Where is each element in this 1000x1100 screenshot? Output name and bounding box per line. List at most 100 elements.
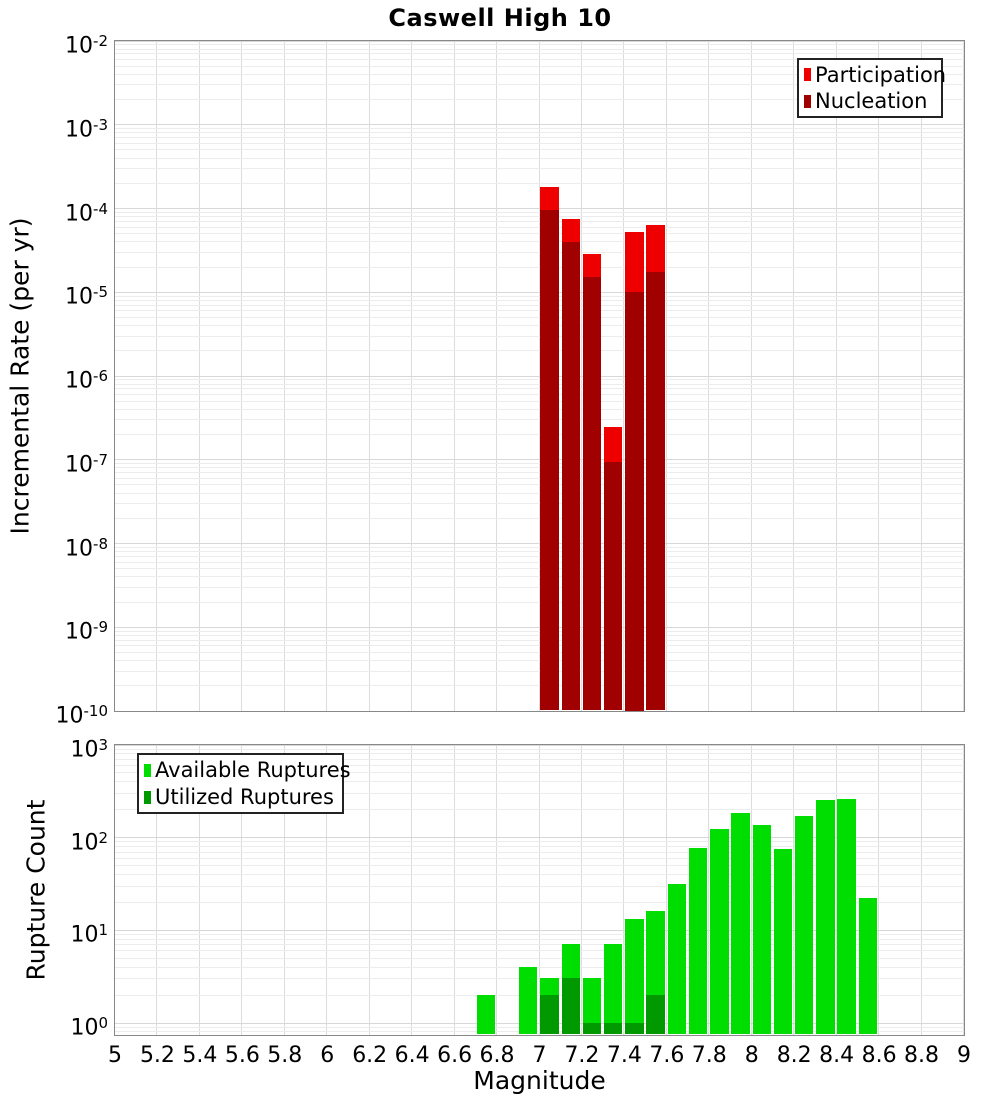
participation-swatch-icon bbox=[804, 68, 811, 82]
x-tick-label: 7.4 bbox=[606, 1043, 642, 1068]
gridline-vertical bbox=[411, 744, 413, 1035]
gridline-vertical bbox=[920, 744, 922, 1035]
gridline-minor bbox=[114, 434, 964, 436]
y-tick-base: 10 bbox=[65, 535, 94, 561]
x-tick-label: 8.4 bbox=[819, 1043, 855, 1068]
x-tick-label: 6.8 bbox=[479, 1043, 515, 1068]
gridline-minor bbox=[114, 966, 964, 968]
gridline-minor bbox=[114, 748, 964, 750]
y-tick-exponent: -3 bbox=[93, 115, 108, 134]
gridline-minor bbox=[114, 408, 964, 410]
gridline-minor bbox=[114, 950, 964, 952]
gridline-minor bbox=[114, 419, 964, 421]
gridline-minor bbox=[114, 216, 964, 218]
gridline-major bbox=[114, 929, 964, 931]
gridline-minor bbox=[114, 132, 964, 134]
bar-available-ruptures-m8.3 bbox=[816, 800, 835, 1035]
gridline-minor bbox=[114, 388, 964, 390]
gridline-minor bbox=[114, 753, 964, 755]
gridline-vertical bbox=[580, 744, 582, 1035]
x-tick-label: 8.2 bbox=[776, 1043, 812, 1068]
y-tick-label: 10-2 bbox=[65, 27, 108, 58]
gridline-minor bbox=[114, 645, 964, 647]
gridline-minor bbox=[114, 874, 964, 876]
x-tick-label: 7 bbox=[532, 1043, 547, 1068]
gridline-minor bbox=[114, 885, 964, 887]
x-tick-label: 6.6 bbox=[437, 1043, 473, 1068]
incremental-rate-plot-area bbox=[114, 40, 964, 711]
gridline-minor bbox=[114, 846, 964, 848]
gridline-minor bbox=[114, 517, 964, 519]
x-tick-label: 8.8 bbox=[904, 1043, 940, 1068]
gridline-minor bbox=[114, 304, 964, 306]
gridline-minor bbox=[114, 546, 964, 548]
bar-available-ruptures-m7.6 bbox=[667, 884, 687, 1035]
gridline-minor bbox=[114, 233, 964, 235]
gridline-minor bbox=[114, 660, 964, 662]
gridline-minor bbox=[114, 467, 964, 469]
x-tick-label: 7.6 bbox=[649, 1043, 685, 1068]
gridline-vertical bbox=[623, 744, 625, 1035]
gridline-minor bbox=[114, 586, 964, 588]
gridline-minor bbox=[114, 316, 964, 318]
gridline-vertical bbox=[326, 744, 328, 1035]
gridline-vertical bbox=[241, 744, 243, 1035]
gridline-minor bbox=[114, 266, 964, 268]
y-tick-exponent: -10 bbox=[83, 702, 109, 720]
gridline-minor bbox=[114, 938, 964, 940]
gridline-minor bbox=[114, 1031, 964, 1033]
x-tick-label: 6.2 bbox=[352, 1043, 388, 1068]
gridline-vertical bbox=[283, 744, 285, 1035]
gridline-major bbox=[114, 291, 964, 293]
gridline-minor bbox=[114, 994, 964, 996]
available-ruptures-swatch-icon bbox=[144, 763, 151, 777]
y-tick-base: 10 bbox=[65, 452, 94, 478]
bar-available-ruptures-m7.4 bbox=[625, 919, 644, 1035]
bar-nucleation-m7.1 bbox=[561, 242, 580, 711]
bar-available-ruptures-m8.5 bbox=[858, 898, 878, 1035]
legend-label: Participation bbox=[815, 62, 947, 87]
y-tick-label: 10-6 bbox=[65, 362, 108, 393]
bar-available-ruptures-m7.3 bbox=[603, 944, 623, 1035]
gridline-vertical bbox=[665, 744, 667, 1035]
gridline-minor bbox=[114, 934, 964, 936]
gridline-minor bbox=[114, 634, 964, 636]
gridline-minor bbox=[114, 901, 964, 903]
legend-bottom-panel: Available Ruptures Utilized Ruptures bbox=[137, 753, 351, 814]
legend-item-available-ruptures: Available Ruptures bbox=[144, 758, 351, 782]
gridline-minor bbox=[114, 555, 964, 557]
bar-available-ruptures-m6.7 bbox=[476, 994, 496, 1035]
gridline-minor bbox=[114, 463, 964, 465]
gridline-minor bbox=[114, 685, 964, 687]
gridline-minor bbox=[114, 325, 964, 327]
x-tick-label: 9 bbox=[957, 1043, 971, 1068]
x-tick-label: 5 bbox=[108, 1043, 122, 1068]
y-tick-exponent: -6 bbox=[93, 367, 108, 385]
gridline-minor bbox=[114, 865, 964, 867]
gridline-minor bbox=[114, 857, 964, 859]
bar-available-ruptures-m8.2 bbox=[795, 816, 814, 1035]
gridline-minor bbox=[114, 978, 964, 980]
gridline-minor bbox=[114, 142, 964, 144]
y-tick-base: 10 bbox=[70, 1015, 99, 1041]
gridline-minor bbox=[114, 492, 964, 494]
bar-available-ruptures-m7.8 bbox=[710, 829, 729, 1035]
gridline-minor bbox=[114, 128, 964, 130]
legend-item-utilized-ruptures: Utilized Ruptures bbox=[144, 785, 342, 809]
y-tick-base: 10 bbox=[65, 200, 94, 226]
gridline-minor bbox=[114, 758, 964, 760]
gridline-minor bbox=[114, 484, 964, 486]
y-tick-label: 10-5 bbox=[65, 278, 108, 309]
bar-available-ruptures-m7.2 bbox=[582, 978, 602, 1035]
gridline-minor bbox=[114, 944, 964, 946]
bar-utilized-ruptures-m7.0 bbox=[540, 994, 559, 1035]
y-tick-label: 10-9 bbox=[65, 613, 108, 644]
bar-utilized-ruptures-m7.5 bbox=[646, 994, 665, 1035]
gridline-major bbox=[114, 543, 964, 544]
gridline-vertical bbox=[750, 744, 752, 1035]
nucleation-swatch-icon bbox=[804, 94, 811, 108]
gridline-minor bbox=[114, 241, 964, 243]
y-tick-base: 10 bbox=[65, 284, 94, 310]
y-tick-base: 10 bbox=[70, 829, 99, 855]
y-tick-label: 101 bbox=[70, 916, 108, 947]
